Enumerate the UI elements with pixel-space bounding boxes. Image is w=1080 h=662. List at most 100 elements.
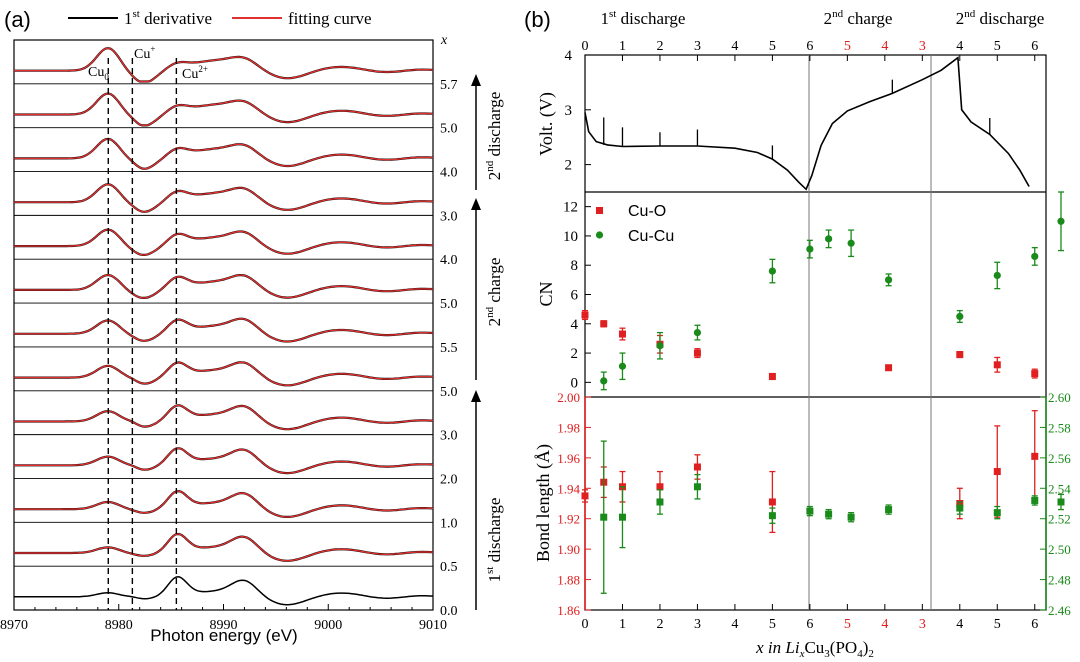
x-value-label: 4.0 bbox=[440, 166, 458, 181]
volt-tick-label: 3 bbox=[565, 103, 573, 119]
x-value-label: 5.0 bbox=[440, 385, 458, 400]
cn-tick-label: 4 bbox=[571, 317, 579, 333]
derivative-curve bbox=[14, 137, 434, 170]
bond-cu-cu-point bbox=[825, 510, 833, 518]
cn-cu-o-point bbox=[618, 330, 626, 338]
cn-cu-o-point bbox=[993, 361, 1001, 369]
fitting-curve bbox=[14, 317, 434, 343]
x-tick-label: 8990 bbox=[210, 618, 238, 633]
bond-cu-cu-point bbox=[600, 513, 608, 521]
bond-cu-cu-point bbox=[1057, 498, 1065, 506]
cn-cu-cu-point bbox=[993, 271, 1001, 280]
fitting-curve bbox=[14, 47, 434, 83]
derivative-curve bbox=[14, 361, 434, 387]
bond-cu-cu-point bbox=[993, 509, 1001, 517]
bond-cu-o-point bbox=[768, 498, 776, 506]
volt-axis-label: Volt. (V) bbox=[536, 92, 557, 156]
bond-cu-cu-point bbox=[1031, 496, 1039, 504]
top-tick-label: 1 bbox=[619, 39, 626, 54]
fitting-curve bbox=[14, 274, 434, 299]
top-tick-label: 5 bbox=[994, 39, 1001, 54]
top-tick-label: 2 bbox=[656, 39, 663, 54]
bond-right-tick-label: 2.60 bbox=[1048, 390, 1071, 405]
voltage-subplot: 2 3 4 bbox=[565, 48, 1030, 191]
cu0-annotation: Cu0 bbox=[88, 65, 109, 82]
derivative-curve bbox=[14, 576, 434, 606]
bond-right-tick-label: 2.50 bbox=[1048, 542, 1071, 557]
bottom-tick-label: 4 bbox=[881, 617, 888, 632]
top-tick-label: 4 bbox=[956, 39, 963, 54]
panel-b-label: (b) bbox=[524, 7, 551, 32]
fitting-curve bbox=[14, 228, 434, 256]
bond-right-tick-label: 2.56 bbox=[1048, 451, 1071, 466]
x-value-label: 5.7 bbox=[440, 78, 458, 93]
bond-left-tick-label: 1.88 bbox=[557, 573, 580, 588]
cn-tick-label: 10 bbox=[563, 229, 578, 245]
cn-cu-cu-point bbox=[618, 362, 627, 370]
bond-cu-cu-point bbox=[618, 513, 626, 521]
cu2-annotation: Cu2+ bbox=[182, 64, 208, 82]
cn-cu-cu-point bbox=[600, 377, 608, 385]
photon-energy-axis-label: Photon energy (eV) bbox=[150, 626, 297, 645]
cn-cu-cu-point bbox=[1031, 252, 1039, 261]
x-value-label: 4.0 bbox=[440, 253, 458, 268]
cn-cu-cu-point bbox=[884, 276, 893, 284]
bond-left-tick-label: 1.90 bbox=[557, 542, 580, 557]
derivative-curve bbox=[14, 92, 434, 127]
bond-left-tick-label: 1.92 bbox=[557, 512, 580, 527]
top-label-1st-discharge: 1st discharge bbox=[601, 8, 686, 28]
bond-cu-cu-point bbox=[656, 498, 664, 506]
panel-b: (b) 1st discharge 2nd charge 2nd dischar… bbox=[524, 7, 1071, 660]
bottom-tick-label: 4 bbox=[956, 617, 963, 632]
x-tick-label: 8970 bbox=[0, 618, 28, 633]
arrow-head bbox=[471, 198, 481, 210]
x-value-label: 0.0 bbox=[440, 604, 458, 619]
bottom-tick-label: 2 bbox=[656, 617, 663, 632]
legend-derivative-text: 1st derivative bbox=[124, 8, 212, 28]
derivative-curve bbox=[14, 489, 434, 518]
cn-tick-label: 0 bbox=[571, 375, 579, 391]
cn-cu-cu-point bbox=[956, 312, 964, 321]
arrow-head bbox=[471, 390, 481, 402]
derivative-curve bbox=[14, 228, 434, 256]
bond-cu-o-point bbox=[693, 463, 701, 471]
cn-cu-o-point bbox=[885, 364, 893, 372]
top-tick-label: 6 bbox=[806, 39, 813, 54]
bottom-tick-label: 1 bbox=[619, 617, 626, 632]
bond-cu-o-point bbox=[581, 492, 589, 500]
derivative-curve bbox=[14, 273, 434, 299]
bottom-tick-label: 5 bbox=[994, 617, 1001, 632]
fitting-curve bbox=[14, 404, 434, 430]
fitting-curve bbox=[14, 361, 434, 386]
x-value-label: 5.0 bbox=[440, 122, 458, 137]
panel-b-x-axis-label: x in LixCu3(PO4)2 bbox=[755, 638, 874, 660]
x-value-label: 2.0 bbox=[440, 472, 458, 487]
derivative-curve bbox=[14, 317, 434, 343]
spectra-group bbox=[14, 46, 434, 610]
cn-subplot: 0 2 4 6 8 10 12 bbox=[563, 191, 1065, 391]
x-tick-label: 9000 bbox=[314, 618, 342, 633]
bond-axis-label: Bond length (Å) bbox=[533, 444, 554, 562]
volt-tick-label: 2 bbox=[565, 158, 573, 174]
panel-b-x-ticks: 0 1 2 3 4 5 6 5 4 3 4 5 6 0 1 2 3 4 5 6 5 4 3 4 5 6 bbox=[582, 39, 1039, 632]
cn-tick-label: 8 bbox=[571, 258, 579, 274]
arrow-head bbox=[471, 74, 481, 86]
bond-left-tick-label: 1.86 bbox=[557, 603, 580, 618]
fitting-curve bbox=[14, 533, 434, 562]
cn-tick-label: 6 bbox=[571, 288, 579, 304]
bottom-tick-label: 6 bbox=[806, 617, 813, 632]
bond-left-tick-label: 1.96 bbox=[557, 451, 580, 466]
bond-cu-cu-point bbox=[847, 513, 855, 521]
cu1-annotation: Cu+ bbox=[134, 44, 155, 62]
cn-cu-cu-point bbox=[1057, 217, 1065, 225]
bottom-tick-label: 4 bbox=[731, 617, 738, 632]
derivative-curve bbox=[14, 532, 434, 562]
cn-axis-label: CN bbox=[536, 281, 556, 306]
derivative-curve bbox=[14, 183, 434, 213]
cn-cu-o-point bbox=[693, 349, 701, 357]
bond-cu-cu-point bbox=[768, 512, 776, 520]
bond-left-tick-label: 1.94 bbox=[557, 481, 580, 496]
bottom-tick-label: 5 bbox=[769, 617, 776, 632]
cn-cu-cu-point bbox=[768, 267, 776, 275]
top-label-2nd-discharge: 2nd discharge bbox=[956, 8, 1045, 28]
